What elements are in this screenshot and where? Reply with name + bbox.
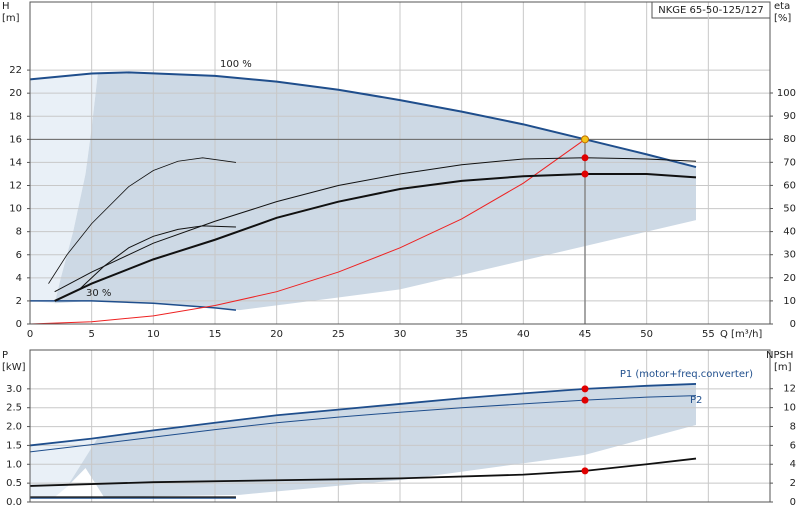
annotation: P1 (motor+freq.converter) [620,369,753,380]
y2-axis-label: NPSH [766,350,793,361]
y-tick-label: 2 [16,296,22,307]
frame [29,349,771,503]
y-axis-unit: [kW] [2,362,26,373]
y-tick-label: 18 [9,111,22,122]
y-tick-label: 1.5 [6,440,22,451]
y-tick-label: 10 [9,204,22,215]
annotation: P2 [690,395,702,406]
x-tick-label: 40 [517,329,530,340]
point [581,170,589,178]
y2-tick-label: 100 [777,88,796,99]
y-axis-label: P [2,350,8,361]
y2-tick-label: 12 [783,384,796,395]
y2-tick-label: 8 [790,421,796,432]
x-tick-label: 5 [88,329,94,340]
y2-tick-label: 80 [783,134,796,145]
curve [29,395,697,453]
y2-tick-label: 30 [783,250,796,261]
y2-tick-label: 0 [790,497,796,508]
y-tick-label: 2.5 [6,403,22,414]
y2-tick-label: 6 [790,440,796,451]
frame [29,1,771,325]
y2-tick-label: 0 [790,319,796,330]
y2-axis-label: eta [774,1,790,12]
x-tick-label: 55 [702,329,715,340]
y2-tick-label: 70 [783,157,796,168]
y-axis-label: H [2,1,10,12]
y2-tick-label: 10 [783,296,796,307]
annotation: 30 % [86,288,111,299]
point [581,396,589,404]
y-tick-label: 3.0 [6,384,22,395]
x-tick-label: 30 [394,329,407,340]
x-axis-label: Q [m³/h] [720,329,762,340]
curve [54,157,697,293]
curve [78,225,236,290]
curve [30,300,237,311]
y-axis-unit: [m] [2,13,20,24]
operating-region [30,73,98,304]
y-tick-label: 16 [9,134,22,145]
y-tick-label: 4 [16,273,22,284]
y2-axis-unit: [%] [774,13,791,24]
y-tick-label: 2.0 [6,422,22,433]
y2-tick-label: 20 [783,273,796,284]
x-tick-label: 15 [209,329,222,340]
y2-tick-label: 40 [783,227,796,238]
point [581,467,589,475]
point [581,154,589,162]
y-tick-label: 22 [9,65,22,76]
y-tick-label: 6 [16,250,22,261]
curve [29,457,697,487]
y2-tick-label: 4 [790,459,796,470]
y-tick-label: 0.5 [6,478,22,489]
y-tick-label: 0 [16,319,22,330]
x-tick-label: 50 [640,329,653,340]
curve [48,157,237,284]
curve [29,138,586,325]
x-tick-label: 35 [455,329,468,340]
point [581,385,589,393]
y2-tick-label: 90 [783,111,796,122]
curve [29,383,697,447]
y-tick-label: 0.0 [6,497,22,508]
x-tick-label: 45 [579,329,592,340]
x-tick-label: 20 [270,329,283,340]
y2-axis-unit: [m] [774,362,792,373]
y-tick-label: 12 [9,181,22,192]
y2-tick-label: 2 [790,478,796,489]
operating-region [67,383,696,498]
y-tick-label: 20 [9,88,22,99]
operating-region [30,437,98,498]
x-tick-label: 0 [27,329,33,340]
y-tick-label: 8 [16,227,22,238]
annotation: 100 % [220,59,252,70]
x-tick-label: 25 [332,329,345,340]
y2-tick-label: 60 [783,180,796,191]
y-tick-label: 14 [9,157,22,168]
y-tick-label: 1.0 [6,459,22,470]
y2-tick-label: 10 [783,403,796,414]
x-tick-label: 10 [147,329,160,340]
curve [29,71,697,169]
curve [54,172,697,302]
y2-tick-label: 50 [783,204,796,215]
chart-title: NKGE 65-50-125/127 [658,5,764,16]
point [581,135,589,144]
